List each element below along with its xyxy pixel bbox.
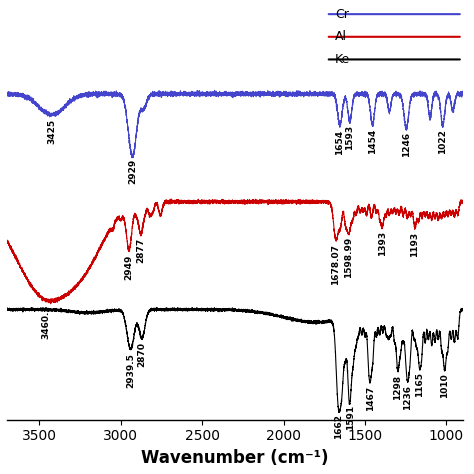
Text: 1662: 1662: [334, 414, 343, 439]
Text: 1165: 1165: [415, 372, 424, 397]
Text: 1022: 1022: [438, 129, 447, 155]
Text: 2870: 2870: [137, 342, 146, 367]
Text: 3425: 3425: [47, 118, 56, 144]
Text: 2949: 2949: [125, 255, 134, 280]
Text: 1298: 1298: [393, 375, 402, 400]
Text: 2877: 2877: [137, 238, 146, 263]
Text: Al: Al: [335, 30, 347, 43]
Text: 1654: 1654: [336, 129, 345, 155]
Text: 1678.07: 1678.07: [331, 245, 340, 285]
Text: Ke: Ke: [335, 53, 350, 66]
Text: 1393: 1393: [378, 231, 387, 256]
Text: 1010: 1010: [440, 373, 449, 398]
Text: 2929: 2929: [128, 158, 137, 183]
Text: 1454: 1454: [368, 129, 377, 154]
Text: 1193: 1193: [410, 232, 419, 257]
Text: 1598.99: 1598.99: [344, 237, 353, 278]
Text: Cr: Cr: [335, 8, 349, 21]
Text: 1246: 1246: [402, 132, 411, 157]
Text: 1593: 1593: [346, 125, 355, 150]
Text: 3460.3: 3460.3: [42, 304, 51, 339]
Text: 1236: 1236: [403, 385, 412, 410]
Text: 1467: 1467: [366, 386, 375, 411]
Text: 1591: 1591: [346, 405, 355, 430]
X-axis label: Wavenumber (cm⁻¹): Wavenumber (cm⁻¹): [141, 449, 328, 467]
Text: 2939.5: 2939.5: [126, 353, 135, 388]
